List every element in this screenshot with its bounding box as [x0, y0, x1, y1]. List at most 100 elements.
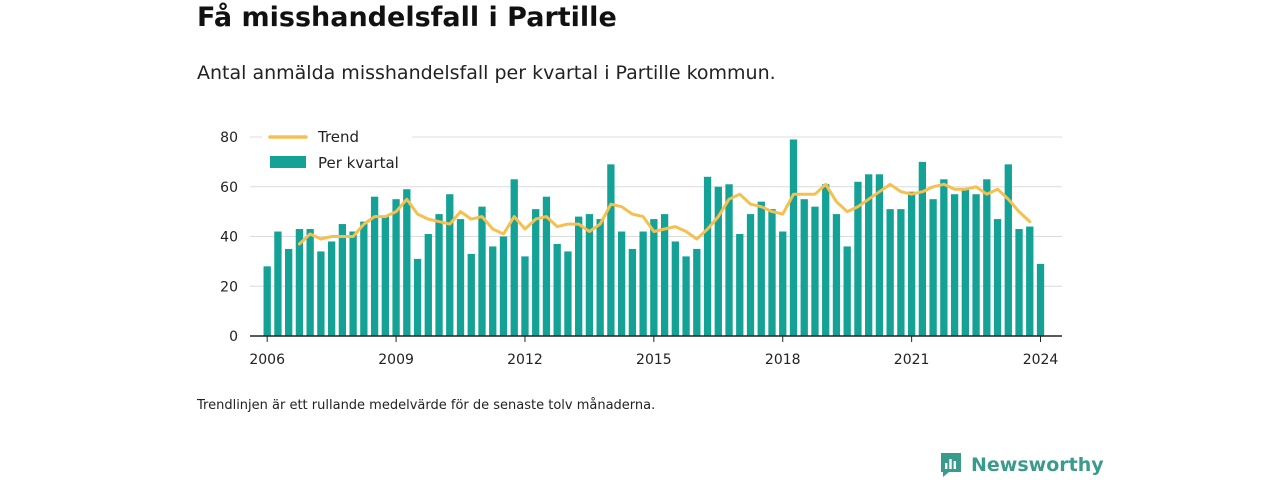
brand-name: Newsworthy — [971, 454, 1104, 476]
bar — [714, 186, 722, 336]
page-subtitle: Antal anmälda misshandelsfall per kvarta… — [197, 62, 776, 84]
bar — [564, 251, 572, 336]
x-tick-label: 2021 — [894, 352, 930, 368]
bar — [789, 139, 798, 336]
bar — [456, 219, 465, 336]
bar — [403, 189, 411, 336]
y-tick-label: 20 — [220, 279, 238, 295]
bar — [897, 209, 905, 336]
bar — [274, 231, 282, 336]
bar — [370, 196, 379, 336]
bar — [306, 229, 314, 336]
bar — [961, 189, 969, 336]
bar — [1004, 164, 1012, 336]
y-tick-label: 0 — [229, 329, 238, 345]
x-tick-label: 2006 — [249, 352, 285, 368]
y-tick-label: 60 — [220, 180, 238, 196]
bar — [532, 209, 540, 336]
bar — [542, 196, 551, 336]
bar — [725, 184, 733, 336]
bar — [435, 214, 443, 336]
bar — [811, 206, 819, 336]
bar — [360, 221, 368, 336]
bar — [521, 256, 529, 336]
bar — [703, 176, 712, 336]
bar — [263, 266, 271, 336]
bar — [499, 236, 508, 336]
bar — [757, 201, 765, 336]
bar — [1026, 226, 1034, 336]
bar — [993, 219, 1002, 336]
bar — [607, 164, 615, 336]
bar — [972, 194, 980, 336]
bar — [918, 161, 927, 336]
x-tick-label: 2018 — [765, 352, 801, 368]
bar — [983, 179, 991, 336]
legend-label-bars: Per kvartal — [318, 154, 399, 172]
legend-background — [262, 124, 412, 180]
bar — [639, 231, 647, 336]
bar — [768, 209, 776, 336]
bar — [682, 256, 690, 336]
bar — [854, 181, 862, 336]
bar — [886, 209, 894, 336]
y-tick-label: 80 — [220, 130, 238, 146]
bar — [843, 246, 851, 336]
bar — [1036, 263, 1045, 336]
bar — [650, 219, 658, 336]
bar — [349, 231, 357, 336]
axes: 0 20 40 60 80 2006 2009 2012 2015 2018 2021 2024 — [220, 130, 1062, 368]
bar — [660, 214, 669, 336]
bar — [875, 174, 884, 336]
legend-swatch-bars — [270, 156, 306, 168]
bar — [585, 214, 594, 336]
legend: Trend Per kvartal — [262, 124, 412, 180]
legend-label-trend: Trend — [317, 128, 359, 146]
bar — [489, 246, 497, 336]
bar — [467, 253, 475, 336]
bar — [950, 194, 959, 336]
bar — [693, 248, 701, 336]
bar — [940, 179, 948, 336]
x-tick-label: 2009 — [378, 352, 414, 368]
x-tick-label: 2024 — [1023, 352, 1059, 368]
bar — [832, 214, 841, 336]
bar — [338, 224, 347, 336]
bar — [317, 251, 325, 336]
bar — [510, 179, 518, 336]
bar — [478, 206, 486, 336]
footnote: Trendlinjen är ett rullande medelvärde f… — [197, 398, 656, 413]
x-tick-label: 2012 — [507, 352, 543, 368]
brand[interactable]: Newsworthy — [939, 450, 1104, 480]
bar — [779, 231, 787, 336]
bar — [424, 234, 432, 336]
bar — [865, 174, 873, 336]
bar — [381, 216, 389, 336]
bar — [736, 234, 744, 336]
bar — [446, 194, 454, 336]
bar — [285, 248, 293, 336]
bar — [671, 241, 679, 336]
bar — [929, 199, 937, 336]
page-title: Få misshandelsfall i Partille — [197, 2, 617, 33]
bar — [822, 184, 830, 336]
bar — [617, 231, 626, 336]
bar — [392, 199, 400, 336]
bar-series — [263, 139, 1045, 336]
bar — [1015, 229, 1023, 336]
bar — [413, 258, 422, 336]
chart: 0 20 40 60 80 2006 2009 2012 2015 2018 2021 2024 Tr… — [220, 124, 1062, 368]
y-tick-label: 40 — [220, 230, 238, 246]
bar — [907, 191, 916, 336]
trend-line — [297, 182, 1032, 246]
bar — [295, 229, 304, 336]
bar — [628, 248, 637, 336]
bar — [553, 243, 561, 336]
bar — [800, 199, 808, 336]
trend-series — [297, 182, 1032, 246]
newsworthy-logo-icon — [941, 453, 961, 477]
x-tick-label: 2015 — [636, 352, 672, 368]
bar — [575, 216, 583, 336]
bar — [327, 241, 336, 336]
bar — [596, 219, 604, 336]
